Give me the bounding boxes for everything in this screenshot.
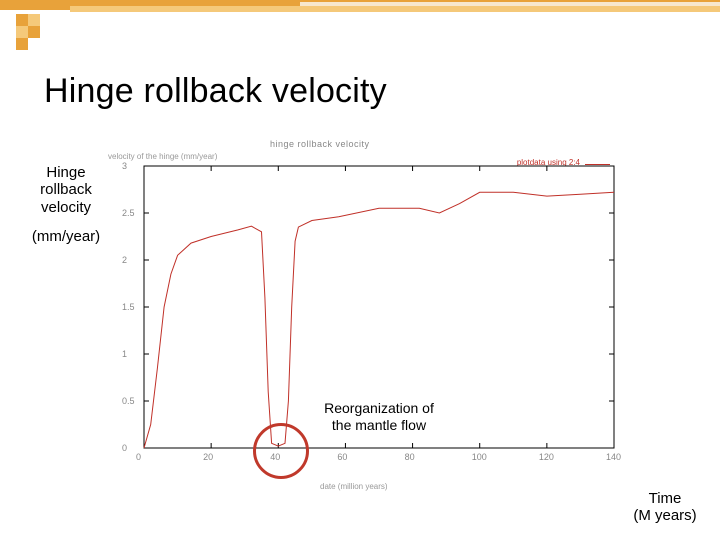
y-tick: 1 [122,349,127,359]
x-tick: 60 [337,452,347,462]
x-tick: 80 [405,452,415,462]
x-axis-label: Time [649,490,682,507]
slide-root: Hinge rollback velocity Hinge rollback v… [0,0,720,540]
x-axis-label-block: Time (M years) [620,490,710,525]
y-tick: 3 [122,161,127,171]
annotation-text: Reorganization of the mantle flow [314,400,444,433]
x-tick: 120 [539,452,554,462]
x-tick: 100 [472,452,487,462]
chart-inner-xtitle: date (million years) [320,482,388,491]
decoration-top [0,0,720,60]
y-tick: 0.5 [122,396,135,406]
x-axis-units: (M years) [633,507,696,524]
x-tick: 140 [606,452,621,462]
y-tick: 2.5 [122,208,135,218]
y-tick: 0 [122,443,127,453]
x-tick: 40 [270,452,280,462]
x-tick: 0 [136,452,141,462]
x-tick: 20 [203,452,213,462]
slide-title: Hinge rollback velocity [44,72,387,111]
highlight-circle [253,423,309,479]
y-tick: 2 [122,255,127,265]
y-axis-label: Hinge rollback velocity [28,164,104,216]
y-axis-units: (mm/year) [24,228,108,245]
y-tick: 1.5 [122,302,135,312]
